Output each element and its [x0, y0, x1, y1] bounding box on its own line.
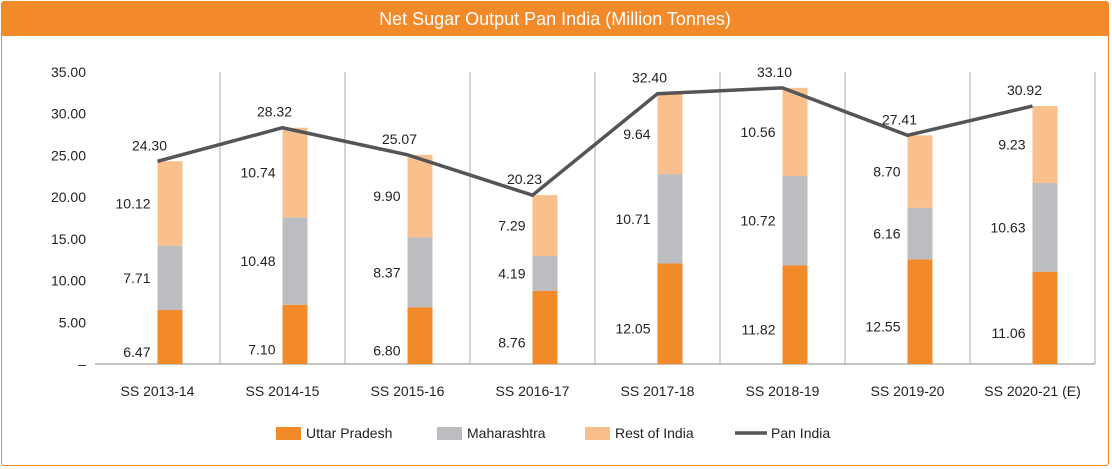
y-tick-label: – — [78, 356, 86, 372]
bar-segment — [1032, 183, 1058, 272]
bar-segment — [532, 255, 558, 291]
data-label: 7.29 — [498, 218, 525, 234]
legend-swatch — [276, 427, 301, 440]
bar-segment — [782, 87, 808, 176]
data-label: 12.55 — [865, 319, 900, 335]
bar-segment — [1032, 106, 1058, 184]
data-label: 9.90 — [373, 188, 400, 204]
bar-segment — [657, 174, 683, 264]
x-tick-label: SS 2016-17 — [496, 383, 570, 399]
data-label: 7.10 — [248, 341, 275, 357]
bar-segment — [657, 263, 683, 364]
line-data-label: 33.10 — [757, 64, 792, 80]
data-label: 10.48 — [240, 253, 275, 269]
line-data-label: 27.41 — [882, 111, 917, 127]
bar-segment — [657, 93, 683, 175]
bar-segment — [907, 259, 933, 364]
bar-segment — [1032, 271, 1058, 364]
x-tick-label: SS 2020-21 (E) — [984, 383, 1081, 399]
data-label: 10.56 — [740, 124, 775, 140]
legend-label: Maharashtra — [467, 425, 546, 441]
x-tick-label: SS 2018-19 — [746, 383, 820, 399]
data-label: 9.23 — [998, 137, 1025, 153]
data-label: 10.71 — [615, 211, 650, 227]
legend-label: Rest of India — [615, 425, 694, 441]
y-tick-label: 30.00 — [51, 106, 86, 122]
y-tick-label: 5.00 — [59, 314, 86, 330]
y-tick-label: 10.00 — [51, 273, 86, 289]
bar-segment — [782, 175, 808, 266]
data-label: 10.72 — [740, 213, 775, 229]
data-label: 6.16 — [873, 226, 900, 242]
x-tick-label: SS 2014-15 — [246, 383, 320, 399]
data-label: 10.63 — [990, 219, 1025, 235]
line-data-label: 28.32 — [257, 104, 292, 120]
line-data-label: 24.30 — [132, 137, 167, 153]
line-data-label: 32.40 — [632, 70, 667, 86]
data-label: 8.70 — [873, 164, 900, 180]
data-label: 7.71 — [123, 270, 150, 286]
pan-india-line — [157, 86, 1033, 198]
data-label: 6.80 — [373, 343, 400, 359]
legend-swatch — [437, 427, 462, 440]
bar-segment — [157, 245, 183, 311]
data-label: 4.19 — [498, 265, 525, 281]
y-tick-label: 15.00 — [51, 231, 86, 247]
data-label: 8.37 — [373, 264, 400, 280]
bar-segment — [157, 310, 183, 364]
legend-label: Pan India — [771, 425, 830, 441]
bar-segment — [282, 304, 308, 364]
bar-segment — [282, 217, 308, 305]
legend-swatch — [585, 427, 610, 440]
bar-segment — [282, 127, 308, 218]
line-data-label: 20.23 — [507, 171, 542, 187]
line-data-label: 25.07 — [382, 131, 417, 147]
bar-segment — [907, 135, 933, 208]
data-label: 10.74 — [240, 165, 275, 181]
x-tick-label: SS 2015-16 — [371, 383, 445, 399]
bar-segment — [407, 154, 433, 238]
data-label: 8.76 — [498, 334, 525, 350]
x-tick-label: SS 2019-20 — [871, 383, 945, 399]
bar-segment — [407, 237, 433, 308]
data-label: 12.05 — [615, 321, 650, 337]
y-tick-label: 35.00 — [51, 64, 86, 80]
bar-segment — [532, 195, 558, 256]
data-label: 6.47 — [123, 344, 150, 360]
bar-segment — [907, 207, 933, 260]
chart-title: Net Sugar Output Pan India (Million Tonn… — [2, 2, 1108, 36]
y-tick-label: 20.00 — [51, 189, 86, 205]
legend-label: Uttar Pradesh — [306, 425, 392, 441]
data-label: 10.12 — [115, 195, 150, 211]
x-tick-label: SS 2013-14 — [121, 383, 195, 399]
bar-segment — [157, 161, 183, 246]
data-label: 9.64 — [623, 126, 650, 142]
bar-segment — [407, 307, 433, 364]
line-data-label: 30.92 — [1007, 82, 1042, 98]
bar-segment — [782, 265, 808, 364]
data-label: 11.82 — [742, 322, 776, 338]
bar-segment — [532, 290, 558, 364]
data-label: 11.06 — [992, 325, 1026, 341]
x-tick-label: SS 2017-18 — [621, 383, 695, 399]
y-tick-label: 25.00 — [51, 147, 86, 163]
